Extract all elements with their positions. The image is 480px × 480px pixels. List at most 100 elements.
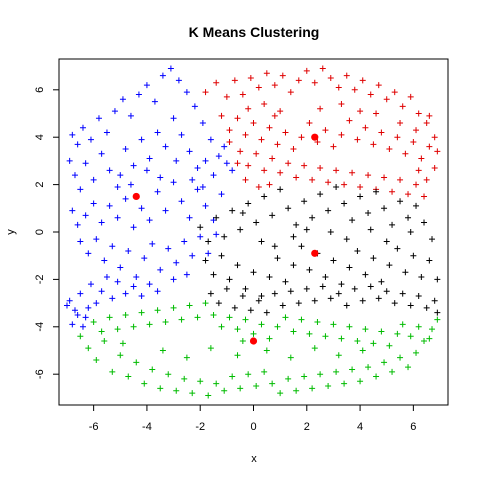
data-point (79, 124, 86, 131)
data-point (415, 323, 422, 330)
data-point (279, 72, 286, 79)
data-point (271, 82, 278, 89)
data-point (242, 285, 249, 292)
data-point (69, 131, 76, 138)
data-point (205, 238, 212, 245)
data-point (263, 309, 270, 316)
data-point (381, 174, 388, 181)
data-point (77, 186, 84, 193)
data-point (317, 165, 324, 172)
data-point (418, 155, 425, 162)
data-point (101, 257, 108, 264)
data-point (93, 300, 100, 307)
data-point (330, 143, 337, 150)
cluster-1 (63, 65, 236, 330)
data-point (202, 157, 209, 164)
data-point (157, 174, 164, 181)
data-point (423, 176, 430, 183)
data-point (183, 354, 190, 361)
data-point (415, 110, 422, 117)
data-point (114, 183, 121, 190)
data-point (290, 233, 297, 240)
data-point (397, 198, 404, 205)
data-point (66, 157, 73, 164)
data-point (378, 278, 385, 285)
data-point (362, 326, 369, 333)
x-tick-label: -2 (195, 421, 205, 433)
data-point (255, 84, 262, 91)
data-point (98, 150, 105, 157)
data-point (365, 364, 372, 371)
data-point (213, 214, 220, 221)
data-point (261, 193, 268, 200)
data-point (266, 124, 273, 131)
data-point (431, 297, 438, 304)
data-point (295, 77, 302, 84)
data-point (93, 356, 100, 363)
data-point (333, 368, 340, 375)
data-point (359, 297, 366, 304)
data-point (173, 157, 180, 164)
data-point (85, 345, 92, 352)
data-point (197, 233, 204, 240)
data-point (69, 321, 76, 328)
data-point (402, 150, 409, 157)
data-point (306, 119, 313, 126)
data-point (269, 380, 276, 387)
x-axis-label: x (251, 453, 257, 465)
data-point (322, 333, 329, 340)
cluster-2 (202, 65, 441, 200)
data-point (277, 108, 284, 115)
data-point (223, 285, 230, 292)
data-point (119, 340, 126, 347)
data-point (311, 345, 318, 352)
data-point (98, 328, 105, 335)
data-point (370, 255, 377, 262)
data-point (170, 179, 177, 186)
data-point (293, 387, 300, 394)
data-point (325, 383, 332, 390)
data-point (173, 259, 180, 266)
data-point (207, 345, 214, 352)
data-point (119, 96, 126, 103)
y-tick-label: 6 (34, 87, 46, 93)
data-point (367, 91, 374, 98)
data-point (234, 262, 241, 269)
data-point (186, 148, 193, 155)
y-tick-label: -6 (34, 369, 46, 379)
data-point (181, 238, 188, 245)
data-point (237, 385, 244, 392)
data-point (317, 105, 324, 112)
data-point (335, 352, 342, 359)
data-point (434, 309, 441, 316)
data-point (159, 72, 166, 79)
data-point (309, 385, 316, 392)
data-point (141, 380, 148, 387)
data-point (373, 110, 380, 117)
data-point (170, 304, 177, 311)
data-point (66, 297, 73, 304)
data-point (69, 207, 76, 214)
data-point (162, 207, 169, 214)
data-point (130, 224, 137, 231)
data-point (189, 252, 196, 259)
data-point (301, 162, 308, 169)
cluster-4 (77, 300, 441, 399)
data-point (157, 266, 164, 273)
data-point (127, 112, 134, 119)
data-point (127, 181, 134, 188)
data-point (290, 328, 297, 335)
data-point (274, 255, 281, 262)
data-point (191, 103, 198, 110)
data-point (303, 67, 310, 74)
data-point (375, 295, 382, 302)
data-point (79, 323, 86, 330)
data-point (426, 112, 433, 119)
data-point (205, 250, 212, 257)
cluster-3 (197, 183, 441, 316)
data-point (213, 231, 220, 238)
data-point (367, 226, 374, 233)
data-point (391, 300, 398, 307)
data-point (359, 347, 366, 354)
data-point (311, 297, 318, 304)
